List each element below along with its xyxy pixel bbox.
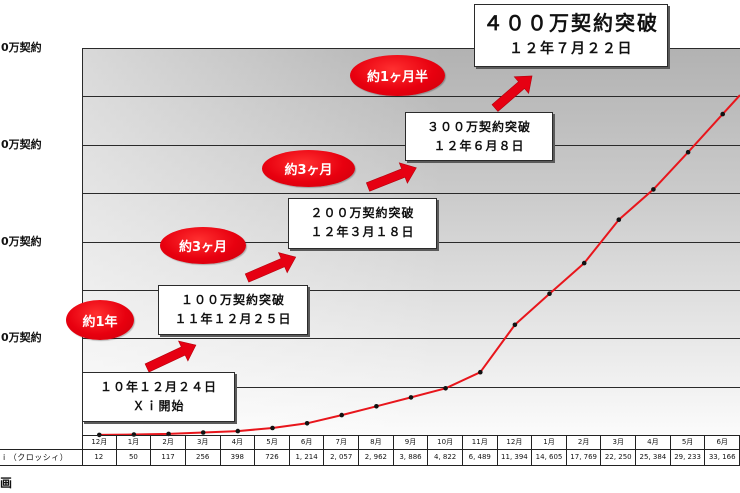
milestone-box-3m: ３００万契約突破 １２年６月８日 [405,112,553,161]
value-label: 726 [255,450,290,466]
milestone-date: １１年１２月２５日 [174,312,292,326]
category-label: 3月 [601,435,637,450]
data-point [408,395,414,400]
value-label: 256 [185,450,221,466]
footer-text: 画 [0,476,13,490]
value-label: 17, 769 [566,450,602,466]
milestone-title: Ｘｉ開始 [132,399,185,413]
milestone-title: １００万契約突破 [180,293,285,307]
progress-arrow [491,75,533,112]
milestone-box-4m: ４００万契約突破 １２年７月２２日 [474,4,668,67]
milestone-title: ２００万契約突破 [310,206,415,220]
milestone-date: １２年６月８日 [433,139,525,153]
y-tick-label: 0万契約 [1,41,42,54]
category-label: 2月 [566,435,602,450]
value-label: 6, 489 [462,450,498,466]
data-point [97,432,102,438]
duration-badge: 約3ヶ月 [160,227,246,264]
milestone-box-1m: １００万契約突破 １１年１２月２５日 [158,285,308,335]
data-point [270,425,275,431]
value-label: 22, 250 [601,450,637,466]
value-label: 33, 166 [705,450,740,466]
value-label: 12 [82,450,117,466]
category-label: 6月 [705,435,740,450]
duration-badge: 約3ヶ月 [262,150,355,187]
category-label: 9月 [393,435,429,450]
data-point [443,386,448,391]
category-label: 8月 [359,435,394,450]
data-point [547,291,552,296]
y-tick-label: 0万契約 [1,234,42,248]
category-label: 3月 [185,435,221,450]
milestone-title: ４００万契約突破 [483,11,659,35]
category-label: 5月 [255,435,290,450]
milestone-box-2m: ２００万契約突破 １２年３月１８日 [288,198,437,249]
category-label: 1月 [532,435,567,450]
category-label: 11月 [462,435,498,450]
value-label: 398 [220,450,256,466]
value-label: 50 [116,450,152,466]
category-label: 1月 [116,435,152,450]
category-label: 6月 [289,435,325,450]
milestone-date: １２年３月１８日 [310,225,415,239]
value-label: 14, 605 [532,450,567,466]
value-label: 25, 384 [636,450,671,466]
category-label: 10月 [428,435,463,450]
category-label: 4月 [220,435,256,450]
data-table: i （クロッシィ） 12月 12 1月 50 2月 117 3月 256 4月 398 5月 726 6… [0,435,740,466]
category-label: 4月 [636,435,671,450]
value-label: 2, 962 [359,450,394,466]
data-point [339,412,345,418]
data-point [685,149,691,155]
category-label: 5月 [670,435,706,450]
data-point [581,260,587,266]
table-row-label: i （クロッシィ） [0,449,83,466]
category-label: 12月 [82,435,117,450]
data-point [720,111,725,117]
category-label: 2月 [151,435,186,450]
series-line-continuation [721,94,740,115]
data-point [200,430,206,435]
data-point [374,404,379,409]
category-label: 7月 [324,435,360,450]
milestone-date: １０年１２月２４日 [99,380,217,394]
value-label: 2, 057 [324,450,360,466]
data-point [651,187,656,192]
y-tick-label: 0万契約 [1,137,42,151]
y-tick-label: 0万契約 [1,331,42,345]
progress-arrow [144,340,197,373]
milestone-title: ３００万契約突破 [426,120,531,134]
value-label: 3, 886 [393,450,429,466]
milestone-date: １２年７月２２日 [509,41,633,57]
milestone-box-start: １０年１２月２４日 Ｘｉ開始 [82,372,235,422]
progress-arrow [244,252,297,283]
value-label: 29, 233 [670,450,706,466]
value-label: 4, 822 [428,450,463,466]
data-point [235,428,241,434]
data-point [512,322,518,328]
data-point [616,217,622,222]
data-point [478,369,483,375]
value-label: 117 [151,450,186,466]
data-point [304,421,310,426]
progress-arrow [365,162,417,192]
duration-badge: 約1ヶ月半 [350,55,445,96]
category-label: 12月 [497,435,533,450]
duration-badge: 約1年 [66,300,134,340]
value-label: 1, 214 [289,450,325,466]
value-label: 11, 394 [497,450,533,466]
